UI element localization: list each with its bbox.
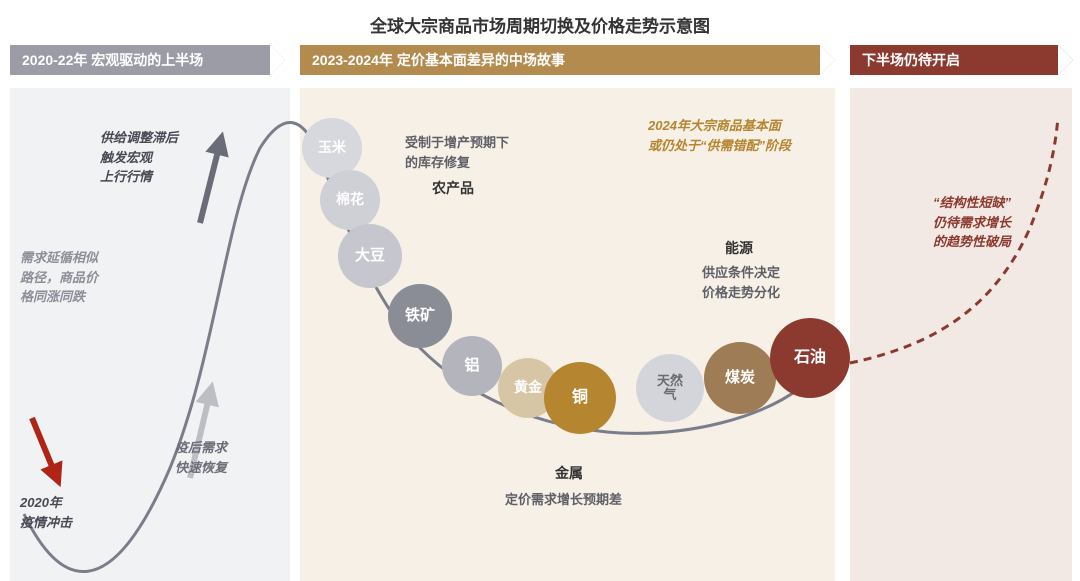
commodity-node-8: 煤炭	[704, 342, 776, 414]
annotation-11: “结构性短缺” 仍待需求增长 的趋势性破局	[933, 193, 1011, 252]
banner-arrow-icon	[820, 45, 835, 75]
annotation-1: 需求延循相似 路径，商品价 格同涨同跌	[20, 248, 98, 307]
commodity-node-1: 棉花	[320, 170, 380, 230]
commodity-node-9: 石油	[770, 318, 850, 398]
commodity-node-0: 玉米	[302, 118, 362, 178]
overlay: 玉米棉花大豆铁矿铝黄金铜天然 气煤炭石油供给调整滞后 触发宏观 上行行情需求延循…	[0, 88, 1080, 581]
commodity-node-4: 铝	[442, 336, 502, 396]
annotation-3: 2020年 疫情冲击	[20, 493, 72, 532]
phase-banners: 2020-22年 宏观驱动的上半场 2023-2024年 定价基本面差异的中场故事…	[0, 45, 1080, 85]
banner-arrow-icon	[270, 45, 285, 75]
commodity-node-6: 铜	[544, 362, 616, 434]
annotation-9: 金属	[555, 463, 583, 484]
annotation-10: 定价需求增长预期差	[505, 490, 622, 510]
annotation-6: 2024年大宗商品基本面 或仍处于“供需错配”阶段	[648, 116, 791, 155]
annotation-8: 供应条件决定 价格走势分化	[702, 263, 780, 302]
commodity-node-2: 大豆	[338, 224, 402, 288]
annotation-4: 受制于增产预期下 的库存修复	[405, 133, 509, 172]
annotation-7: 能源	[725, 238, 753, 259]
commodity-node-7: 天然 气	[636, 354, 704, 422]
annotation-0: 供给调整滞后 触发宏观 上行行情	[100, 128, 178, 187]
commodity-node-3: 铁矿	[388, 284, 452, 348]
chart-title: 全球大宗商品市场周期切换及价格走势示意图	[0, 0, 1080, 45]
phase-banner-0: 2020-22年 宏观驱动的上半场	[10, 45, 270, 75]
phase-banner-2: 下半场仍待开启	[850, 45, 1058, 75]
phase-banner-1: 2023-2024年 定价基本面差异的中场故事	[300, 45, 820, 75]
banner-arrow-icon	[1058, 45, 1073, 75]
annotation-5: 农产品	[432, 178, 474, 199]
annotation-2: 疫后需求 快速恢复	[175, 438, 227, 477]
